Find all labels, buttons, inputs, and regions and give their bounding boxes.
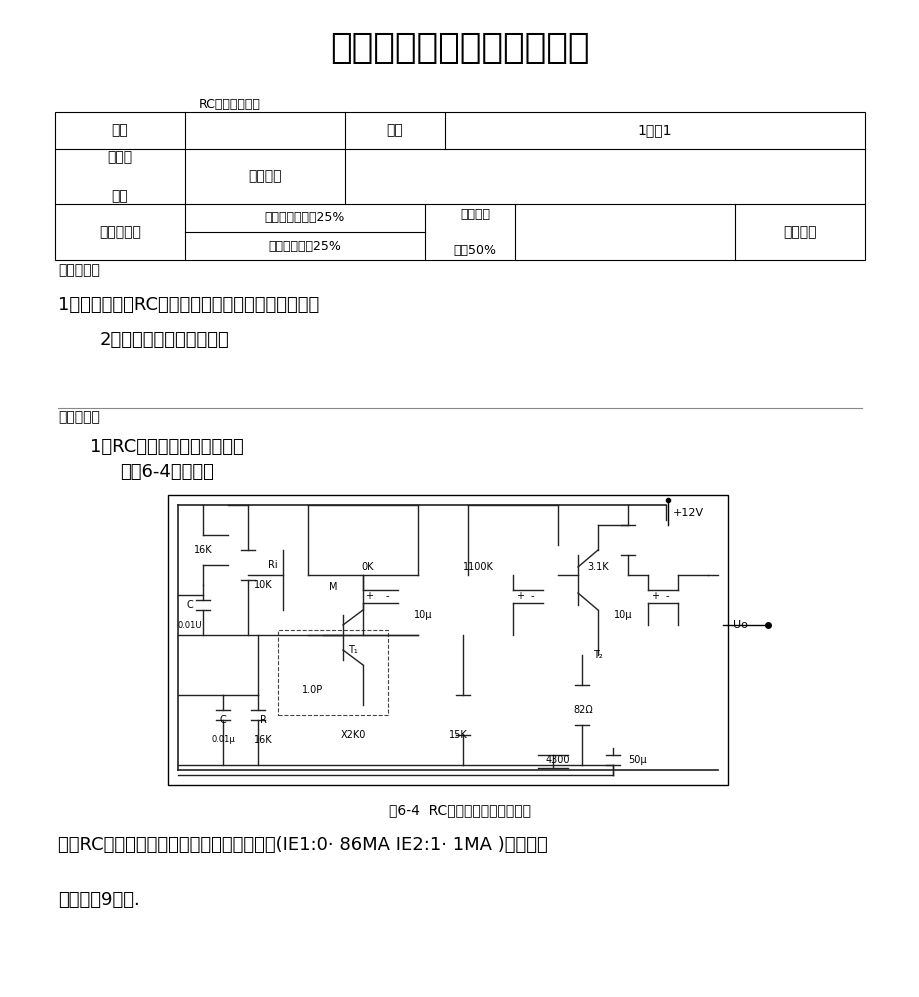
Text: 出勤、表现得分25%: 出勤、表现得分25% [265, 211, 345, 224]
Text: 1学号1: 1学号1 [637, 124, 672, 138]
Text: 操作结果得分25%: 操作结果得分25% [268, 239, 341, 252]
Text: -: - [530, 591, 534, 601]
Text: 班级: 班级 [386, 124, 403, 138]
Text: 16K: 16K [194, 545, 212, 555]
Text: Uo: Uo [732, 620, 747, 630]
Text: 10μ: 10μ [613, 610, 631, 620]
Text: 82Ω: 82Ω [573, 705, 592, 715]
Text: 大倍数（9倍）.: 大倍数（9倍）. [58, 891, 140, 909]
Text: 实验目的：: 实验目的： [58, 263, 100, 277]
Text: 实验台

编号: 实验台 编号 [108, 150, 132, 203]
Bar [168, 495, 727, 785]
Text: 1100K: 1100K [462, 562, 493, 572]
Text: 断开RC串并联网络，测量放大器静态工作点(IE1:0· 86MA IE2:1· 1MA )及电压放: 断开RC串并联网络，测量放大器静态工作点(IE1:0· 86MA IE2:1· … [58, 836, 547, 854]
Text: 实验课表现: 实验课表现 [99, 225, 141, 239]
Text: 1、进一步学习RC止弦波振荡器的组成及其振荡条件: 1、进一步学习RC止弦波振荡器的组成及其振荡条件 [58, 296, 319, 314]
Text: R: R [259, 715, 267, 725]
Text: 10K: 10K [254, 580, 272, 590]
Text: 10μ: 10μ [414, 610, 432, 620]
Text: 同组学生: 同组学生 [248, 169, 281, 183]
Text: 15K: 15K [448, 730, 467, 740]
Text: 4300: 4300 [545, 755, 570, 765]
Text: 模拟电路实验课程实验报告: 模拟电路实验课程实验报告 [330, 31, 589, 65]
Text: 0.01μ: 0.01μ [210, 736, 234, 745]
Text: 0.01U: 0.01U [177, 620, 202, 629]
Text: +: + [651, 591, 658, 601]
Text: T₂: T₂ [593, 650, 602, 660]
Text: 0K: 0K [361, 562, 374, 572]
Text: M: M [328, 582, 337, 592]
Text: C: C [220, 715, 226, 725]
Text: -: - [665, 591, 669, 601]
Bar [278, 630, 388, 715]
Text: 实验内容：: 实验内容： [58, 410, 100, 424]
Text: +: + [365, 591, 372, 601]
Text: Ri: Ri [268, 560, 278, 570]
Text: 按图6-4组接线路: 按图6-4组接线路 [119, 463, 213, 481]
Text: 图6-4  RC串并联选频网络振荡器: 图6-4 RC串并联选频网络振荡器 [389, 803, 530, 817]
Text: RC正弦波振荡器: RC正弦波振荡器 [199, 99, 261, 112]
Text: 实验总分: 实验总分 [782, 225, 816, 239]
Text: -: - [386, 591, 389, 601]
Text: 1、RC串并联选频网络振荡器: 1、RC串并联选频网络振荡器 [90, 438, 244, 456]
Text: +: + [516, 591, 524, 601]
Text: T₁: T₁ [347, 645, 357, 655]
Text: 实验报告

得分50%: 实验报告 得分50% [453, 207, 496, 256]
Text: 50μ: 50μ [628, 755, 647, 765]
Text: 16K: 16K [254, 735, 272, 745]
Text: +12V: +12V [673, 508, 703, 518]
Text: 2、学会测量、调试振荡器: 2、学会测量、调试振荡器 [100, 331, 230, 349]
Text: 姓名: 姓名 [111, 124, 129, 138]
Text: C: C [187, 600, 193, 610]
Text: 3.1K: 3.1K [586, 562, 608, 572]
Text: X2K0: X2K0 [340, 730, 365, 740]
Bar [55, 112, 864, 260]
Text: 1.0P: 1.0P [302, 685, 323, 695]
